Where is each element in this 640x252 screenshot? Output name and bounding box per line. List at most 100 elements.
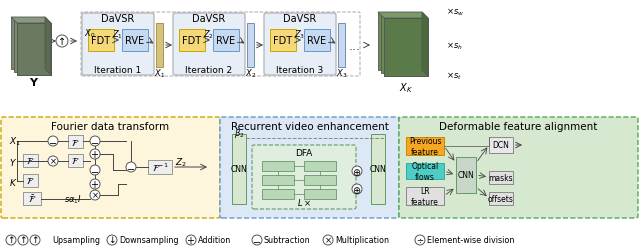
Text: Deformable feature alignment: Deformable feature alignment [439,121,598,132]
Text: $-$: $-$ [90,137,100,146]
Text: offsets: offsets [488,194,514,203]
Polygon shape [422,13,428,77]
Circle shape [48,137,58,146]
Text: Downsampling: Downsampling [119,236,179,244]
Circle shape [56,36,68,48]
Text: $+$: $+$ [186,235,195,245]
Text: $\times s_h$: $\times s_h$ [446,40,463,52]
Polygon shape [11,18,51,24]
Text: Recurrent video enhancement: Recurrent video enhancement [230,121,388,132]
Bar [122,30,148,52]
Circle shape [323,235,333,245]
Text: DaVSR: DaVSR [101,14,134,24]
Circle shape [90,137,100,146]
Text: DaVSR: DaVSR [284,14,317,24]
Text: FDT: FDT [182,36,202,46]
Text: $\mathcal{F}$: $\mathcal{F}$ [26,156,35,166]
Text: Iteration 2: Iteration 2 [186,65,232,74]
Circle shape [90,165,100,175]
Bar [304,30,330,52]
Text: DFA: DFA [296,149,312,158]
Text: $-$: $-$ [252,235,262,245]
Text: DaVSR: DaVSR [193,14,226,24]
Text: $\mathcal{F}$: $\mathcal{F}$ [71,156,80,166]
Bar [406,137,444,155]
Bar [14,21,48,73]
Text: FDT: FDT [273,36,292,46]
Bar [17,24,51,76]
Bar [17,24,51,76]
Text: Iteration 1: Iteration 1 [94,65,141,74]
Text: $\mathcal{F}$: $\mathcal{F}$ [71,137,80,147]
Bar [456,158,476,193]
Bar [406,163,444,179]
FancyBboxPatch shape [220,117,399,218]
Text: RVE: RVE [125,36,145,46]
Bar [304,161,336,171]
Polygon shape [378,13,428,19]
Circle shape [352,184,362,194]
Circle shape [90,149,100,159]
Circle shape [18,235,28,245]
FancyBboxPatch shape [1,117,220,218]
Bar [23,192,41,205]
Bar [489,192,513,205]
Circle shape [90,179,100,189]
Text: FDT: FDT [92,36,111,46]
Text: $Z_2$: $Z_2$ [204,29,214,41]
Text: $X_2$: $X_2$ [245,68,256,80]
Text: $\oplus$: $\oplus$ [353,184,362,195]
Text: $Z_1$: $Z_1$ [113,29,124,41]
Circle shape [415,235,425,245]
Text: CNN: CNN [230,165,248,174]
Text: Element-wise division: Element-wise division [427,236,515,244]
Text: $s\alpha_1 I$: $s\alpha_1 I$ [64,193,82,205]
Text: RVE: RVE [307,36,326,46]
Bar [270,30,296,52]
Text: $-$: $-$ [90,165,100,175]
Text: Previous
feature: Previous feature [409,137,441,156]
Circle shape [30,235,40,245]
FancyBboxPatch shape [399,117,638,218]
Bar [148,160,172,174]
Bar [156,24,163,68]
Circle shape [186,235,196,245]
Text: $-$: $-$ [49,137,58,146]
Text: $\times$: $\times$ [324,235,332,245]
Text: $-$: $-$ [127,162,136,172]
Text: $\times$: $\times$ [91,191,99,200]
Text: $L\times$: $L\times$ [297,197,311,208]
Bar [384,19,428,77]
Polygon shape [45,18,51,76]
Bar [179,30,205,52]
Bar [23,174,38,187]
Text: RVE: RVE [216,36,236,46]
Bar [262,189,294,199]
Text: $\mathcal{F}$: $\mathcal{F}$ [26,176,35,186]
Text: ↑: ↑ [19,236,27,244]
Bar [262,175,294,185]
Bar [406,187,444,205]
FancyBboxPatch shape [82,14,154,76]
Text: ...: ... [349,39,361,52]
Text: ↑: ↑ [31,236,39,244]
Text: Iteration 3: Iteration 3 [276,65,324,74]
Text: $X_1$: $X_1$ [9,135,21,148]
Text: ↓: ↓ [108,236,116,244]
Text: $+$: $+$ [90,149,99,160]
Bar [378,13,422,71]
Text: $\times s_w$: $\times s_w$ [446,6,464,18]
Text: LR
feature: LR feature [411,186,439,206]
FancyBboxPatch shape [173,14,245,76]
Text: masks: masks [489,173,513,182]
Text: Subtraction: Subtraction [264,236,310,244]
Bar [88,30,114,52]
Circle shape [6,235,16,245]
Text: DCN: DCN [493,141,509,150]
Text: $\bar{\mathcal{F}}$: $\bar{\mathcal{F}}$ [28,193,36,205]
Bar [213,30,239,52]
Text: $X_1$: $X_1$ [154,68,165,80]
Text: $Z_3$: $Z_3$ [294,29,306,41]
Text: CNN: CNN [458,171,474,180]
Text: $\times s_t$: $\times s_t$ [446,70,462,81]
